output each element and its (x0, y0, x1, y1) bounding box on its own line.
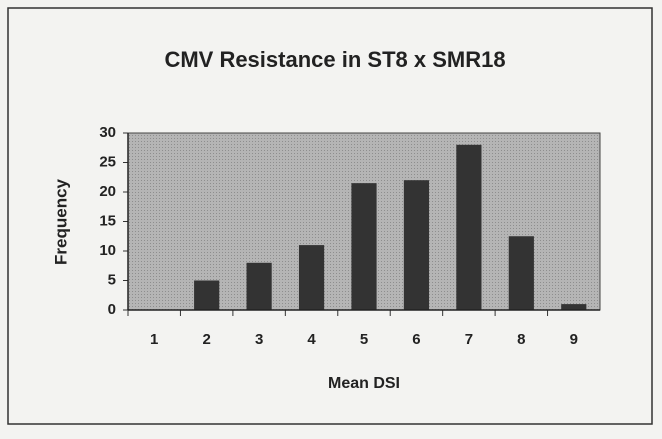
y-axis-label: Frequency (51, 178, 70, 265)
y-tick-label: 20 (99, 183, 116, 200)
x-tick-label: 1 (150, 331, 158, 348)
y-tick-label: 30 (99, 124, 116, 141)
bar (403, 180, 430, 310)
y-tick-label: 5 (108, 271, 116, 288)
x-tick-label: 5 (360, 331, 368, 348)
x-tick-label: 9 (570, 331, 578, 348)
bar (194, 280, 220, 310)
bar (561, 304, 587, 310)
x-tick-label: 3 (255, 331, 263, 348)
bar (456, 144, 482, 310)
x-axis-label: Mean DSI (328, 375, 400, 392)
chart-border (7, 7, 653, 425)
y-tick-label: 0 (108, 301, 116, 318)
x-tick-label: 6 (412, 331, 420, 348)
y-tick-label: 10 (99, 242, 116, 259)
y-tick-label: 25 (99, 153, 116, 170)
y-tick-label: 15 (99, 212, 116, 229)
bar (298, 245, 325, 310)
bar (351, 183, 377, 310)
x-tick-label: 7 (465, 331, 473, 348)
chart-title: CMV Resistance in ST8 x SMR18 (164, 47, 505, 72)
bar (508, 236, 534, 310)
x-tick-label: 2 (202, 331, 210, 348)
x-tick-label: 8 (517, 331, 525, 348)
bar (246, 262, 272, 310)
x-tick-label: 4 (307, 331, 316, 348)
